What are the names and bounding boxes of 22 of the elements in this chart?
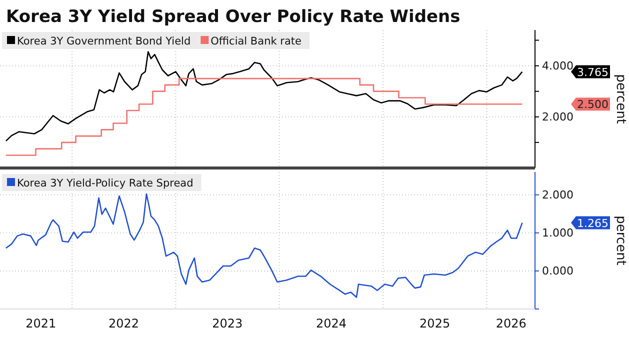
y-axis-title: percent [613, 216, 628, 266]
x-tick-label: 2022 [108, 316, 140, 331]
line-series [5, 51, 523, 142]
x-tick-label: 2021 [26, 316, 56, 331]
x-tick-label: 2024 [316, 316, 346, 331]
y-tick-label: 4.000 [542, 59, 574, 72]
text: 3.765 [577, 66, 608, 79]
y-axis-title: percent [613, 74, 628, 124]
line-series [5, 193, 523, 298]
y-tick-label: 1.000 [542, 226, 574, 240]
y-tick-label: 2.000 [542, 188, 574, 202]
y-tick-label: 0.000 [542, 264, 574, 278]
text: 2.500 [577, 98, 608, 112]
legend-label: Korea 3Y Yield-Policy Rate Spread [17, 178, 194, 190]
legend-label: Official Bank rate [210, 36, 302, 48]
chart-title: Korea 3Y Yield Spread Over Policy Rate Widens [6, 7, 460, 27]
x-tick-label: 2023 [212, 316, 243, 331]
legend-label: Korea 3Y Government Bond Yield [17, 36, 191, 48]
y-tick-label: 2.000 [542, 110, 574, 124]
x-tick-label: 2025 [420, 316, 450, 331]
x-tick-label: 2026 [496, 316, 526, 331]
text: 1.265 [577, 216, 608, 230]
